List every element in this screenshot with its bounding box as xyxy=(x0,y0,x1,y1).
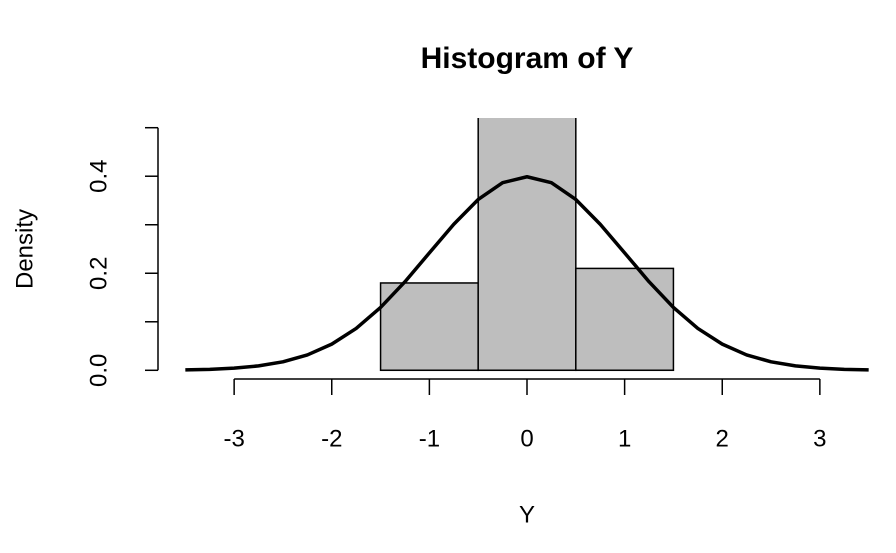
chart-title: Histogram of Y xyxy=(421,42,634,75)
x-tick-label: 0 xyxy=(520,425,533,452)
y-tick-label: 0.4 xyxy=(85,160,112,193)
bar xyxy=(575,267,675,372)
y-tick-label: 0.2 xyxy=(85,257,112,290)
x-tick-label: 1 xyxy=(618,425,631,452)
x-tick-label: -1 xyxy=(419,425,440,452)
plot-area xyxy=(185,118,869,372)
x-tick-label: 2 xyxy=(716,425,729,452)
y-axis-label: Density xyxy=(11,209,38,289)
x-axis-label: Y xyxy=(519,501,535,528)
density-curve xyxy=(185,175,869,372)
bar xyxy=(477,118,577,372)
x-tick-label: 3 xyxy=(813,425,826,452)
x-tick-label: -2 xyxy=(321,425,342,452)
bar xyxy=(379,282,479,372)
y-tick-label: 0.0 xyxy=(85,354,112,387)
x-tick-label: -3 xyxy=(223,425,244,452)
